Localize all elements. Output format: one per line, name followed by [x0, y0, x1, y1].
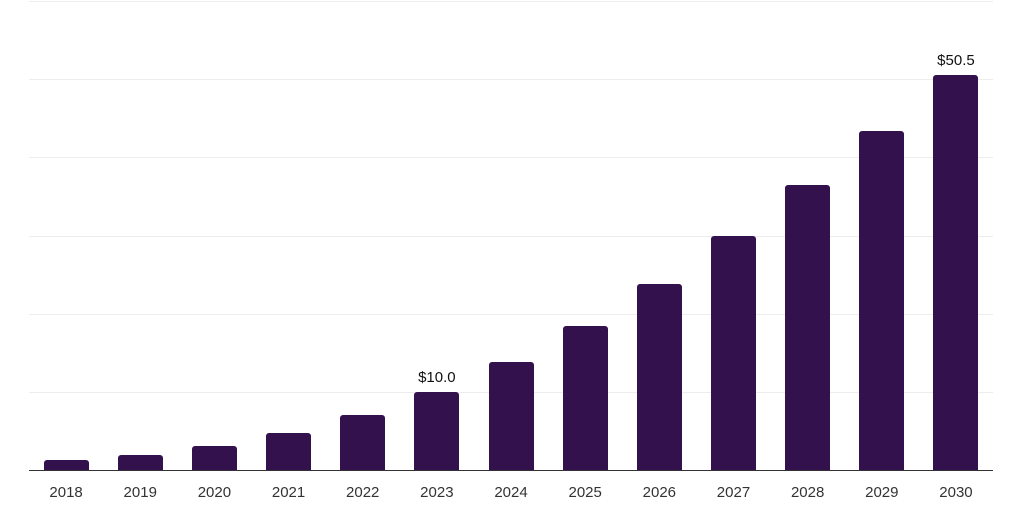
- bar-series: $10.0 $50.5: [29, 0, 993, 470]
- x-tick-2026: 2026: [642, 484, 677, 501]
- bar-2024: [488, 362, 534, 470]
- bar-slot-2023: $10.0: [400, 0, 474, 470]
- plot-area: $10.0 $50.5: [29, 0, 993, 471]
- bar-slot-2029: [845, 0, 919, 470]
- bar-2026: [636, 283, 682, 470]
- bar-slot-2020: [177, 0, 251, 470]
- gridline-50: [29, 79, 993, 81]
- bar-slot-2021: [251, 0, 325, 470]
- x-tick-2030: 2030: [939, 484, 973, 501]
- gridline-20: [29, 313, 993, 315]
- x-tick-2028: 2028: [790, 484, 825, 501]
- bar-2019: [117, 455, 163, 470]
- x-tick-2021: 2021: [271, 484, 306, 501]
- gridline-30: [29, 235, 993, 237]
- x-tick-2023: 2023: [420, 484, 454, 501]
- x-tick-2029: 2029: [865, 484, 899, 501]
- bar-2020: [191, 445, 237, 470]
- x-tick-2022: 2022: [346, 484, 380, 501]
- bar-slot-2030: $50.5: [919, 0, 993, 470]
- bar-2030: [933, 75, 979, 470]
- bar-slot-2022: [326, 0, 400, 470]
- x-tick-2018: 2018: [49, 484, 83, 501]
- bar-slot-2019: [103, 0, 177, 470]
- bar-2027: [710, 236, 756, 470]
- x-axis-line: [29, 470, 993, 471]
- bar-slot-2027: [696, 0, 770, 470]
- bar-2021: [266, 433, 312, 470]
- x-axis-tick-labels: 2018 2019 2020 2021 2022 2023 2024 2025 2026 2027…: [29, 471, 993, 501]
- x-tick-2027: 2027: [716, 484, 751, 501]
- bar-2029: [859, 130, 905, 470]
- data-label-2023: $10.0: [418, 368, 456, 386]
- bar-2025: [562, 326, 608, 470]
- x-tick-2025: 2025: [568, 484, 602, 501]
- x-tick-2020: 2020: [197, 484, 232, 501]
- bar-slot-2025: [548, 0, 622, 470]
- bar-slot-2028: [771, 0, 845, 470]
- bar-2028: [785, 184, 831, 470]
- bar-slot-2018: [29, 0, 103, 470]
- gridline-40: [29, 157, 993, 159]
- x-tick-2024: 2024: [494, 484, 528, 501]
- bar-2018: [43, 459, 89, 470]
- gridline-60: [29, 1, 993, 2]
- bar-slot-2026: [622, 0, 696, 470]
- bar-2023: [414, 391, 460, 470]
- data-label-2030: $50.5: [937, 52, 975, 70]
- bar-slot-2024: [474, 0, 548, 470]
- x-tick-2019: 2019: [123, 484, 157, 501]
- bar-2022: [340, 415, 386, 470]
